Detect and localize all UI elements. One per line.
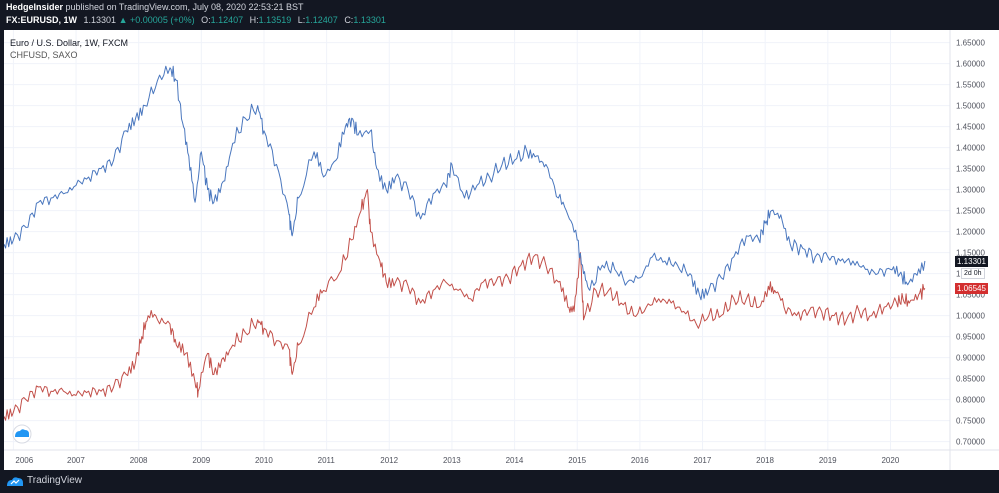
y-tick-label: 1.25000	[956, 207, 985, 216]
tradingview-logo-icon[interactable]	[6, 474, 24, 488]
y-tick-label: 1.20000	[956, 228, 985, 237]
x-tick-label: 2012	[380, 456, 398, 465]
legend-compare-series[interactable]: CHFUSD, SAXO	[10, 50, 78, 60]
y-tick-label: 0.95000	[956, 333, 985, 342]
chart-header: HedgeInsider published on TradingView.co…	[0, 0, 999, 30]
y-tick-label: 1.65000	[956, 39, 985, 48]
low-label: L:	[297, 15, 306, 25]
y-tick-label: 0.70000	[956, 438, 985, 447]
x-tick-label: 2009	[192, 456, 210, 465]
author-name[interactable]: HedgeInsider	[6, 2, 64, 12]
countdown-value: 2d 0h	[964, 270, 982, 277]
y-tick-label: 0.85000	[956, 375, 985, 384]
x-tick-label: 2006	[15, 456, 33, 465]
symbol-label[interactable]: FX:EURUSD, 1W	[6, 15, 78, 25]
y-tick-label: 1.35000	[956, 165, 985, 174]
close-value: 1.13301	[353, 15, 386, 25]
chart-legend: Euro / U.S. Dollar, 1W, FXCM CHFUSD, SAX…	[10, 38, 128, 60]
y-tick-label: 1.45000	[956, 123, 985, 132]
x-tick-label: 2010	[255, 456, 273, 465]
x-tick-label: 2013	[443, 456, 461, 465]
time-axis: 2006 2007 2008 2009 2010 2011 2012 2013 2014 2015…	[15, 456, 899, 465]
y-tick-label: 0.80000	[956, 396, 985, 405]
x-tick-label: 2016	[631, 456, 649, 465]
last-price: 1.13301	[83, 15, 117, 25]
chfusd-price-badge: 1.06545	[955, 283, 988, 294]
legend-main-series[interactable]: Euro / U.S. Dollar, 1W, FXCM	[10, 38, 129, 48]
open-label: O:	[201, 15, 211, 25]
tradingview-watermark-icon	[12, 424, 32, 444]
x-tick-label: 2007	[67, 456, 85, 465]
x-tick-label: 2014	[506, 456, 524, 465]
x-tick-label: 2017	[694, 456, 712, 465]
publish-info: HedgeInsider published on TradingView.co…	[6, 2, 304, 12]
price-change: +0.00005 (+0%)	[130, 15, 195, 25]
published-text: published on TradingView.com, July 08, 2…	[65, 2, 304, 12]
y-tick-label: 1.50000	[956, 102, 985, 111]
tradingview-brand[interactable]: TradingView	[27, 475, 83, 486]
high-value: 1.13519	[258, 15, 292, 25]
series-line-chfusd[interactable]	[3, 189, 926, 421]
footer-bar: TradingView	[0, 470, 999, 493]
bar-countdown-badge: 2d 0h	[961, 268, 985, 279]
series-line-eurusd[interactable]	[3, 65, 926, 301]
y-tick-label: 1.15000	[956, 249, 985, 258]
y-tick-label: 0.75000	[956, 417, 985, 426]
x-tick-label: 2020	[881, 456, 899, 465]
eurusd-badge-value: 1.13301	[957, 257, 986, 266]
x-tick-label: 2015	[568, 456, 586, 465]
y-tick-label: 1.40000	[956, 144, 985, 153]
open-value: 1.12407	[210, 15, 244, 25]
close-label: C:	[344, 15, 354, 25]
x-tick-label: 2008	[130, 456, 148, 465]
series-layer	[3, 65, 926, 421]
y-tick-label: 1.55000	[956, 81, 985, 90]
y-tick-label: 1.00000	[956, 312, 985, 321]
change-up-icon: ▲	[118, 15, 128, 25]
y-tick-label: 0.90000	[956, 354, 985, 363]
y-tick-label: 1.60000	[956, 60, 985, 69]
grid-lines	[4, 30, 950, 450]
high-label: H:	[249, 15, 259, 25]
chfusd-badge-value: 1.06545	[957, 284, 986, 293]
x-tick-label: 2018	[756, 456, 774, 465]
price-axis: 1.65000 1.60000 1.55000 1.50000 1.45000 1.400…	[956, 39, 985, 447]
x-tick-label: 2019	[819, 456, 837, 465]
chart-area[interactable]: 1.65000 1.60000 1.55000 1.50000 1.45000 1.400…	[3, 30, 999, 470]
eurusd-price-badge: 1.13301	[955, 256, 988, 267]
price-chart[interactable]: 1.65000 1.60000 1.55000 1.50000 1.45000 1.400…	[3, 30, 999, 470]
y-tick-label: 1.30000	[956, 186, 985, 195]
y-tick-label: 1.05000	[956, 291, 985, 300]
symbol-info: FX:EURUSD, 1W 1.13301 ▲ +0.00005 (+0%) O…	[6, 15, 386, 25]
x-tick-label: 2011	[318, 456, 336, 465]
low-value: 1.12407	[305, 15, 338, 25]
